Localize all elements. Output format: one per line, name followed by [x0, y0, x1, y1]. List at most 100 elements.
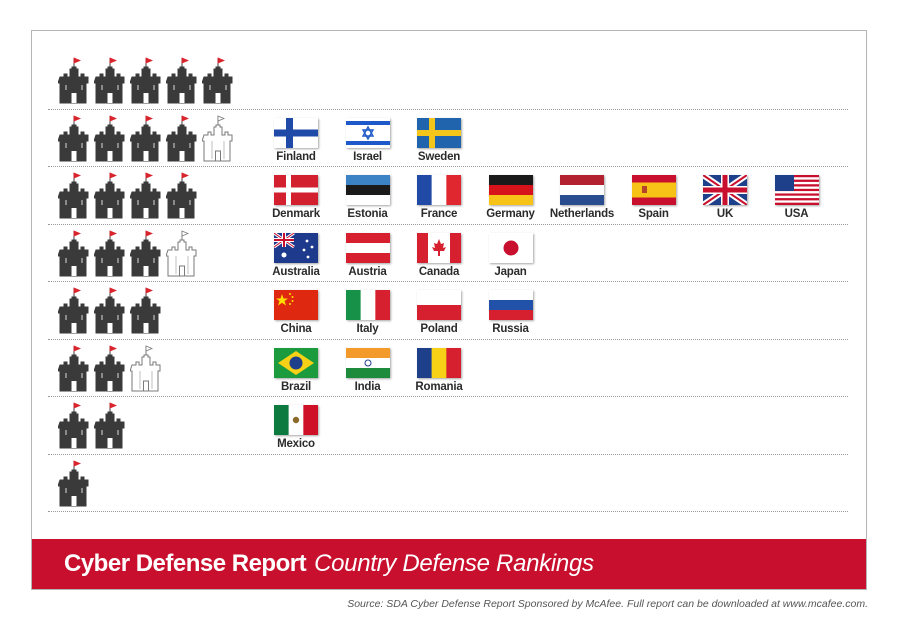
flag-icon: [274, 232, 318, 263]
country-flag-item: India: [333, 347, 403, 404]
country-label: USA: [784, 208, 809, 220]
country-label: Netherlands: [549, 208, 615, 220]
castle-icon: [57, 113, 90, 165]
country-label: Mexico: [277, 438, 315, 450]
flag-icon: [345, 290, 390, 320]
country-label: Finland: [276, 150, 316, 163]
castle-icon: [93, 228, 126, 280]
castle-icon: [129, 228, 162, 280]
castle-icon: [165, 113, 198, 165]
castle-outline-icon: [129, 343, 162, 395]
castle-icon: [93, 170, 126, 222]
country-label: Japan: [494, 265, 527, 278]
row-divider: [48, 166, 848, 167]
flag-icon: [274, 117, 318, 148]
country-label: Israel: [353, 150, 382, 163]
castle-icon: [165, 55, 198, 107]
castle-outline-icon: [201, 113, 234, 165]
country-label: Estonia: [347, 208, 388, 220]
country-label: Germany: [486, 208, 535, 220]
row-divider: [48, 281, 848, 282]
country-flag-item: Estonia: [333, 175, 403, 231]
castle-icon: [201, 55, 234, 107]
flag-icon: [488, 232, 533, 263]
flag-icon: [488, 175, 533, 205]
country-flag-item: UK: [690, 175, 760, 231]
flag-icon: [345, 117, 390, 148]
country-flag-item: Brazil: [261, 347, 331, 404]
country-flag-item: Australia: [261, 232, 331, 289]
chart-title: Cyber Defense Report: [64, 550, 307, 577]
castle-outline-icon: [165, 228, 198, 280]
country-label: Poland: [420, 323, 458, 335]
flag-icon: [703, 175, 747, 205]
country-flag-item: Austria: [333, 232, 403, 289]
row-divider: [48, 511, 848, 512]
country-label: China: [280, 323, 312, 335]
chart-frame: Finland Israel Sweden Denmark Estonia France G…: [31, 30, 867, 590]
castle-icon: [57, 458, 90, 510]
country-label: France: [420, 208, 458, 220]
country-label: Russia: [492, 323, 529, 335]
chart-subtitle: Country Defense Rankings: [314, 550, 594, 577]
country-label: Romania: [415, 380, 463, 393]
country-label: India: [354, 380, 381, 393]
flag-icon: [274, 175, 318, 205]
country-flag-item: Italy: [333, 290, 403, 346]
castle-icon: [129, 285, 162, 337]
castle-icon: [57, 285, 90, 337]
country-flag-item: Israel: [333, 117, 403, 174]
flag-icon: [345, 175, 390, 205]
country-flag-item: Sweden: [404, 117, 474, 174]
country-label: Brazil: [280, 380, 312, 393]
castle-icon: [165, 170, 198, 222]
flag-icon: [274, 290, 318, 320]
castle-icon: [129, 55, 162, 107]
country-flag-item: Russia: [476, 290, 546, 346]
flag-icon: [488, 290, 533, 320]
country-label: Canada: [418, 265, 460, 278]
country-flag-item: Mexico: [261, 405, 331, 461]
country-flag-item: Canada: [404, 232, 474, 289]
flag-icon: [345, 347, 390, 378]
castle-icon: [93, 113, 126, 165]
flag-icon: [417, 175, 461, 205]
castle-icon: [93, 285, 126, 337]
country-label: Spain: [638, 208, 669, 220]
castle-icon: [57, 55, 90, 107]
country-label: Austria: [348, 265, 387, 278]
flag-icon: [417, 347, 461, 378]
castle-icon: [57, 343, 90, 395]
castle-icon: [57, 170, 90, 222]
castle-icon: [129, 170, 162, 222]
row-divider: [48, 108, 848, 110]
castle-icon: [57, 228, 90, 280]
country-flag-item: France: [404, 175, 474, 231]
country-label: Australia: [272, 265, 320, 278]
country-flag-item: Spain: [619, 175, 689, 231]
country-label: Italy: [356, 323, 379, 335]
castle-icon: [93, 343, 126, 395]
country-flag-item: USA: [762, 175, 832, 231]
flag-icon: [274, 347, 318, 378]
flag-icon: [274, 405, 318, 435]
source-note: Source: SDA Cyber Defense Report Sponsor…: [347, 598, 868, 610]
country-flag-item: Denmark: [261, 175, 331, 231]
flag-icon: [417, 290, 461, 320]
country-flag-item: China: [261, 290, 331, 346]
country-flag-item: Poland: [404, 290, 474, 346]
flag-icon: [560, 175, 604, 205]
country-flag-item: Finland: [261, 117, 331, 174]
flag-icon: [631, 175, 676, 205]
row-divider: [48, 396, 848, 397]
country-flag-item: Romania: [404, 347, 474, 404]
castle-icon: [93, 400, 126, 452]
castle-icon: [129, 113, 162, 165]
country-label: Sweden: [417, 150, 461, 163]
flag-icon: [774, 175, 819, 205]
flag-icon: [417, 117, 461, 148]
country-label: UK: [716, 208, 734, 220]
flag-icon: [417, 232, 461, 263]
country-label: Denmark: [272, 208, 320, 220]
row-divider: [48, 338, 848, 340]
